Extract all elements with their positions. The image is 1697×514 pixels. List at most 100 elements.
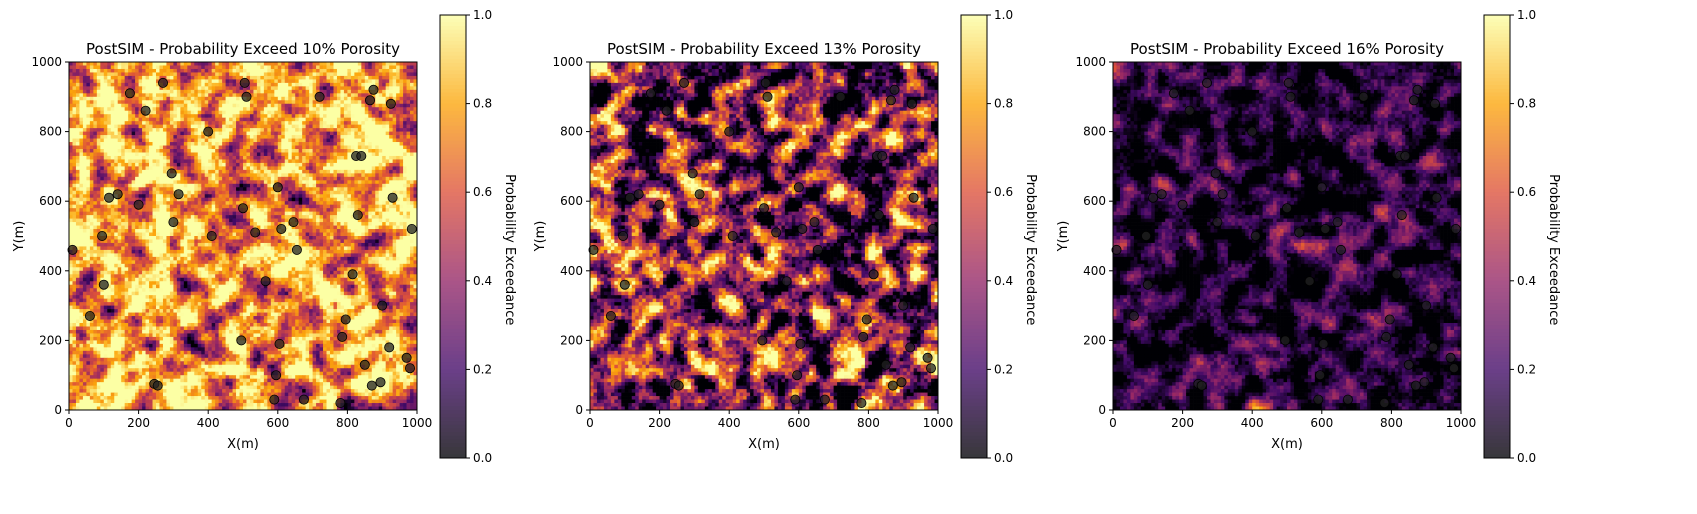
- heatmap-cell: [229, 93, 233, 97]
- heatmap-cell: [201, 93, 205, 97]
- heatmap-cell: [205, 226, 209, 230]
- heatmap-cell: [351, 180, 355, 184]
- heatmap-cell: [316, 149, 320, 153]
- heatmap-cell: [250, 79, 254, 83]
- heatmap-cell: [330, 76, 334, 80]
- heatmap-cell: [166, 212, 170, 216]
- heatmap-cell: [198, 184, 202, 188]
- heatmap-cell: [205, 156, 209, 160]
- heatmap-cell: [128, 163, 132, 167]
- heatmap-cell: [337, 90, 341, 94]
- heatmap-cell: [278, 212, 282, 216]
- heatmap-cell: [320, 86, 324, 90]
- heatmap-cell: [333, 170, 337, 174]
- heatmap-cell: [260, 233, 264, 237]
- heatmap-cell: [128, 187, 132, 191]
- heatmap-cell: [97, 163, 101, 167]
- heatmap-cell: [344, 173, 348, 177]
- heatmap-cell: [267, 107, 271, 111]
- heatmap-cell: [271, 215, 275, 219]
- heatmap-cell: [146, 177, 150, 181]
- heatmap-cell: [281, 205, 285, 209]
- heatmap-cell: [86, 180, 90, 184]
- heatmap-cell: [76, 100, 80, 104]
- heatmap-cell: [271, 128, 275, 132]
- heatmap-cell: [330, 205, 334, 209]
- heatmap-cell: [76, 128, 80, 132]
- heatmap-cell: [386, 222, 390, 226]
- heatmap-cell: [316, 62, 320, 66]
- heatmap-cell: [316, 72, 320, 76]
- heatmap-cell: [177, 152, 181, 156]
- heatmap-cell: [281, 198, 285, 202]
- heatmap-cell: [403, 65, 407, 69]
- heatmap-cell: [236, 111, 240, 115]
- heatmap-cell: [97, 93, 101, 97]
- heatmap-cell: [344, 208, 348, 212]
- heatmap-cell: [139, 69, 143, 73]
- heatmap-cell: [306, 201, 310, 205]
- heatmap-cell: [173, 86, 177, 90]
- heatmap-cell: [149, 118, 153, 122]
- heatmap-cell: [306, 229, 310, 233]
- heatmap-cell: [347, 97, 351, 101]
- heatmap-cell: [86, 163, 90, 167]
- heatmap-cell: [69, 159, 73, 163]
- heatmap-cell: [375, 194, 379, 198]
- heatmap-cell: [299, 170, 303, 174]
- heatmap-cell: [142, 187, 146, 191]
- heatmap-cell: [93, 90, 97, 94]
- heatmap-cell: [76, 139, 80, 143]
- heatmap-cell: [72, 118, 76, 122]
- heatmap-cell: [111, 121, 115, 125]
- heatmap-cell: [180, 72, 184, 76]
- heatmap-cell: [264, 233, 268, 237]
- heatmap-cell: [191, 139, 195, 143]
- heatmap-cell: [132, 111, 136, 115]
- heatmap-cell: [170, 149, 174, 153]
- heatmap-cell: [274, 173, 278, 177]
- heatmap-cell: [187, 132, 191, 136]
- heatmap-cell: [86, 125, 90, 129]
- heatmap-cell: [246, 215, 250, 219]
- heatmap-cell: [330, 170, 334, 174]
- heatmap-cell: [337, 125, 341, 129]
- heatmap-cell: [306, 212, 310, 216]
- heatmap-cell: [264, 173, 268, 177]
- heatmap-cell: [309, 215, 313, 219]
- heatmap-cell: [292, 205, 296, 209]
- heatmap-cell: [170, 163, 174, 167]
- heatmap-cell: [208, 215, 212, 219]
- heatmap-cell: [365, 177, 369, 181]
- heatmap-cell: [146, 187, 150, 191]
- heatmap-cell: [229, 121, 233, 125]
- heatmap-cell: [191, 187, 195, 191]
- heatmap-cell: [361, 205, 365, 209]
- heatmap-cell: [313, 139, 317, 143]
- heatmap-cell: [351, 135, 355, 139]
- heatmap-cell: [302, 114, 306, 118]
- heatmap-cell: [271, 107, 275, 111]
- heatmap-cell: [337, 163, 341, 167]
- heatmap-cell: [229, 208, 233, 212]
- heatmap-cell: [372, 159, 376, 163]
- heatmap-cell: [372, 69, 376, 73]
- heatmap-cell: [306, 222, 310, 226]
- heatmap-cell: [361, 173, 365, 177]
- heatmap-cell: [330, 128, 334, 132]
- heatmap-cell: [292, 69, 296, 73]
- heatmap-cell: [246, 142, 250, 146]
- heatmap-cell: [292, 135, 296, 139]
- heatmap-cell: [201, 135, 205, 139]
- heatmap-cell: [344, 215, 348, 219]
- heatmap-cell: [107, 79, 111, 83]
- heatmap-cell: [135, 146, 139, 150]
- heatmap-cell: [153, 128, 157, 132]
- heatmap-cell: [229, 114, 233, 118]
- heatmap-cell: [166, 62, 170, 66]
- heatmap-cell: [327, 163, 331, 167]
- heatmap-cell: [90, 86, 94, 90]
- heatmap-cell: [271, 173, 275, 177]
- heatmap-cell: [72, 180, 76, 184]
- heatmap-cell: [407, 152, 411, 156]
